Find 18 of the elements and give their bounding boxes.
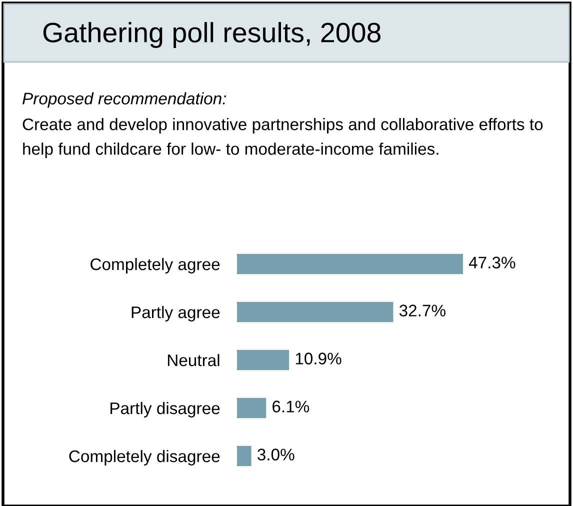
text: Create and develop innovative partnerships and collaborative efforts to help fund childcare for low- to moderate-income families. — [22, 118, 543, 158]
y-tick-label: Partly disagree — [110, 402, 220, 418]
y-tick-label: Neutral — [168, 354, 220, 366]
data-label: 47.3% — [468, 256, 516, 268]
bar — [237, 446, 252, 466]
bar — [237, 350, 290, 370]
y-tick-label: Partly agree — [132, 306, 220, 322]
chart-subtitle: Proposed recommendation: — [22, 92, 226, 108]
data-label: 3.0% — [258, 448, 294, 460]
data-label: 10.9% — [296, 352, 342, 364]
y-tick-label: Completely disagree — [69, 450, 220, 466]
data-label: 6.1% — [272, 400, 310, 412]
y-tick-label: Completely agree — [90, 258, 220, 274]
bar — [237, 254, 463, 274]
chart-title: Gathering poll results, 2008 — [43, 22, 380, 48]
bar — [237, 398, 266, 418]
bar — [237, 302, 394, 322]
data-label: 32.7% — [399, 304, 446, 316]
